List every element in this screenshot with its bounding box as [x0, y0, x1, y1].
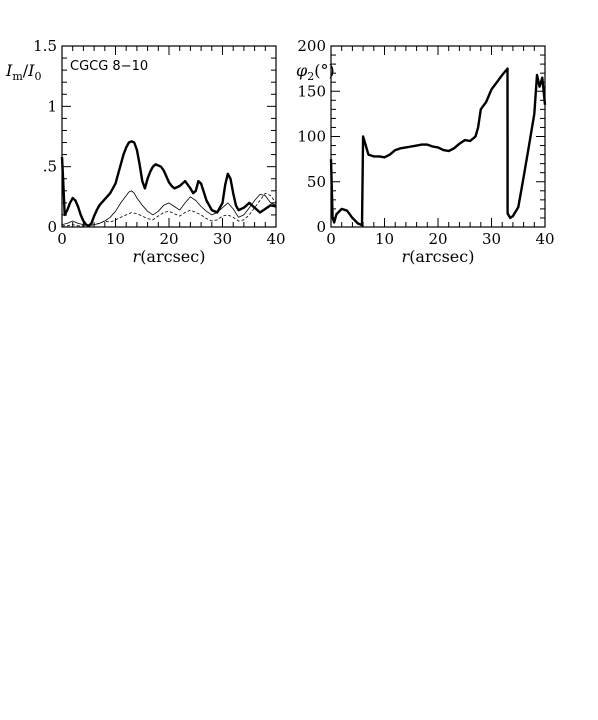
panel-phase: 0 10 20 30 40 0 50 100 150 200 r(arcsec) φ2(°)	[296, 37, 555, 266]
y-tick-label: .5	[43, 158, 57, 176]
x-tick-label: 0	[57, 230, 67, 248]
y-tick-label: 150	[297, 82, 326, 100]
y-tick-label: 0	[47, 218, 57, 236]
y-tick-label: 200	[297, 37, 326, 55]
x-tick-label: 20	[428, 230, 447, 248]
x-tick-label: 0	[326, 230, 336, 248]
x-tick-label: 30	[482, 230, 501, 248]
x-tick-label: 20	[159, 230, 178, 248]
series-line-0	[60, 140, 277, 228]
x-tick-label: 30	[213, 230, 232, 248]
y-tick-label: 50	[307, 173, 326, 191]
y-tick-label: 0	[316, 218, 326, 236]
x-tick-label: 40	[535, 230, 554, 248]
x-tick-label: 10	[106, 230, 125, 248]
x-tick-label: 10	[375, 230, 394, 248]
x-axis-label: r(arcsec)	[402, 247, 475, 266]
y-axis-label: Im/I0	[5, 61, 41, 83]
x-axis-label: r(arcsec)	[133, 247, 206, 266]
y-tick-label: 100	[297, 128, 326, 146]
y-axis-label: φ2(°)	[296, 61, 335, 83]
panel-amplitude: 0 10 20 30 40 0 .5 1 1.5 r(arcsec) Im/I0 CGCG 8−10	[5, 37, 286, 266]
x-tick-label: 40	[266, 230, 285, 248]
chart-annotation: CGCG 8−10	[70, 59, 148, 74]
series-line-2	[62, 192, 277, 227]
y-tick-label: 1	[47, 97, 57, 115]
series-line-0	[329, 67, 547, 227]
y-tick-label: 1.5	[33, 37, 57, 55]
